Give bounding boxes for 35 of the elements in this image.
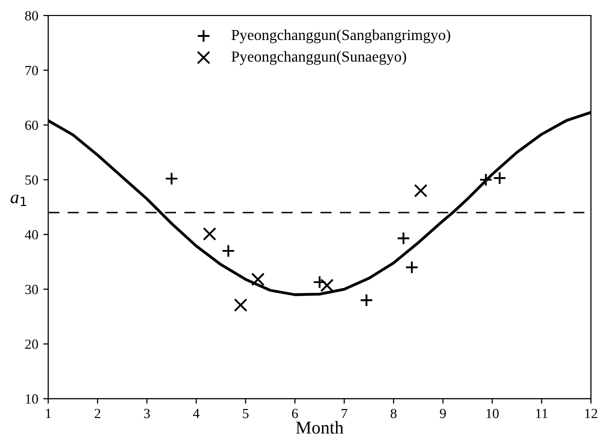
point (202, 227, 216, 241)
y-tick-label: 70 (26, 66, 38, 76)
y-tick-label: 30 (25, 284, 38, 294)
y-tick-label: 40 (24, 230, 38, 240)
point (492, 171, 506, 185)
point (405, 260, 419, 274)
x-tick-label: 12 (585, 408, 598, 418)
point (414, 184, 428, 198)
point (396, 232, 410, 246)
x-tick-label: 11 (536, 408, 548, 418)
y-tick-label: 20 (25, 340, 38, 349)
x-tick-label: 6 (292, 408, 298, 418)
legend-label: Pyeongchanggun(Sunaegyo) (232, 50, 406, 65)
y-axis-title: a$_{1}$ (10, 194, 26, 206)
legend-label: Pyeongchanggun(Sangbangrimgyo) (232, 29, 450, 44)
x-tick-label: 8 (390, 408, 397, 418)
x-tick-label: 3 (144, 408, 150, 418)
x-tick-label: 7 (342, 408, 348, 418)
point (360, 293, 374, 307)
point (251, 272, 265, 286)
point (234, 298, 248, 312)
x-tick-label: 9 (440, 408, 446, 418)
y-tick-label: 10 (26, 394, 38, 404)
x-tick-label: 4 (193, 408, 200, 418)
y-tick-label: 60 (25, 120, 38, 130)
y-tick-label: 80 (25, 11, 38, 20)
y-tick-label: 50 (25, 175, 38, 185)
point (222, 244, 236, 258)
x-tick-label: 2 (94, 408, 100, 418)
x-tick-label: 5 (242, 408, 249, 418)
point (320, 278, 334, 292)
x-tick-label: 10 (486, 408, 499, 418)
x-axis-title: Month (296, 421, 344, 434)
x-tick-label: 1 (46, 408, 51, 418)
point (164, 172, 178, 186)
